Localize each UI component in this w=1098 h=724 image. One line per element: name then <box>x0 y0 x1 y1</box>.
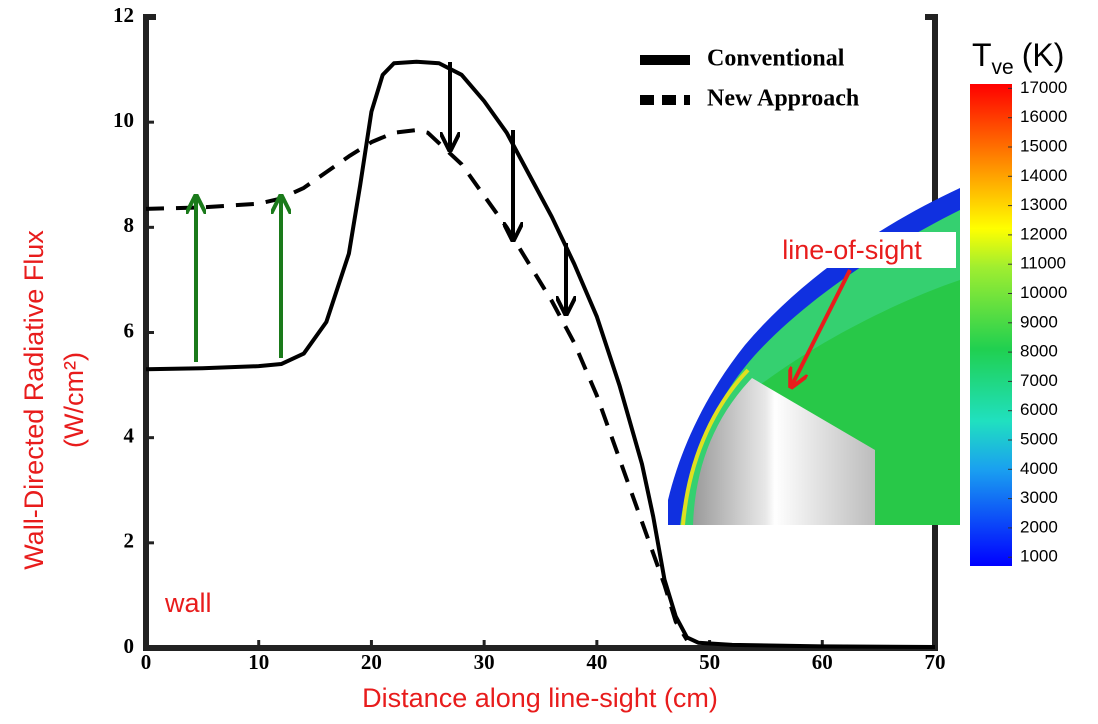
flow-field-image <box>668 188 960 526</box>
x-tick-label: 10 <box>248 650 269 674</box>
colorbar-title: Tve (K) <box>972 37 1064 78</box>
x-tick-label: 70 <box>925 650 946 674</box>
x-tick-label: 60 <box>812 650 833 674</box>
y-tick-label: 12 <box>113 3 134 27</box>
colorbar-tick-label: 15000 <box>1020 136 1067 155</box>
annotation: wall <box>164 588 212 618</box>
series-line <box>145 59 936 649</box>
colorbar-tick-label: 16000 <box>1020 107 1067 126</box>
y-tick-label: 0 <box>124 634 135 658</box>
y-tick-label: 10 <box>113 108 134 132</box>
y-tick-label: 6 <box>124 318 135 342</box>
colorbar-title-subscript: ve <box>992 56 1014 79</box>
colorbar-tick-label: 1000 <box>1020 547 1058 566</box>
x-tick-label: 0 <box>141 650 152 674</box>
shock-front <box>681 368 750 526</box>
legend: Conventional New Approach <box>640 46 859 112</box>
colorbar-tick-label: 9000 <box>1020 312 1058 331</box>
axes: 0 10 20 30 40 50 60 70 0 2 4 6 8 10 12 <box>113 3 946 674</box>
annotation-arrows <box>196 62 852 385</box>
x-axis-label: Distance along line-sight (cm) <box>362 683 718 713</box>
legend-label: Conventional <box>707 46 845 72</box>
y-axis-label: Wall-Directed Radiative Flux <box>19 230 49 570</box>
colorbar-tick-label: 2000 <box>1020 517 1058 536</box>
x-tick-label: 30 <box>474 650 495 674</box>
annotation: line-of-sight <box>782 235 922 265</box>
y-tick-label: 4 <box>124 423 135 447</box>
vehicle-body <box>693 378 875 525</box>
colorbar-tick-label: 4000 <box>1020 459 1058 478</box>
colorbar-gradient <box>970 84 1012 566</box>
series-line <box>145 128 689 642</box>
colorbar-tick-label: 5000 <box>1020 429 1058 448</box>
y-tick-label: 8 <box>124 213 135 237</box>
colorbar-tick-label: 7000 <box>1020 371 1058 390</box>
colorbar-tick-label: 6000 <box>1020 400 1058 419</box>
x-tick-label: 20 <box>361 650 382 674</box>
colorbar-tick-label: 11000 <box>1020 254 1066 273</box>
colorbar-tick-label: 14000 <box>1020 166 1067 185</box>
y-axis-label: (W/cm²) <box>59 352 89 448</box>
y-tick-label: 2 <box>124 529 135 553</box>
x-tick-label: 40 <box>586 650 607 674</box>
colorbar-title: T <box>972 37 992 73</box>
colorbar-tick-label: 8000 <box>1020 342 1058 361</box>
x-tick-label: 50 <box>699 650 720 674</box>
colorbar-tick-label: 10000 <box>1020 283 1067 302</box>
plot-area <box>145 59 936 649</box>
legend-label: New Approach <box>707 86 859 112</box>
colorbar-tick-label: 3000 <box>1020 488 1058 507</box>
colorbar-tick-label: 17000 <box>1020 78 1067 97</box>
annotation-background <box>748 232 956 268</box>
colorbar: Tve (K) 1000 2000 3000 4000 5000 6000 7000 8000 9… <box>970 37 1067 566</box>
colorbar-title-unit: (K) <box>1022 37 1065 73</box>
colorbar-tick-label: 12000 <box>1020 224 1067 243</box>
arrow <box>792 269 852 385</box>
colorbar-tick-label: 13000 <box>1020 195 1067 214</box>
